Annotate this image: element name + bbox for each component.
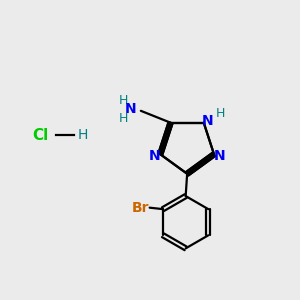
Polygon shape [160, 123, 214, 174]
Text: Cl: Cl [32, 128, 48, 142]
Text: H: H [215, 107, 225, 120]
Text: N: N [202, 114, 213, 128]
Text: N: N [214, 149, 225, 163]
Text: H: H [118, 94, 128, 107]
Text: H: H [78, 128, 88, 142]
Text: N: N [149, 149, 161, 163]
Text: Br: Br [132, 201, 149, 215]
Text: N: N [124, 102, 136, 116]
Text: H: H [118, 112, 128, 125]
